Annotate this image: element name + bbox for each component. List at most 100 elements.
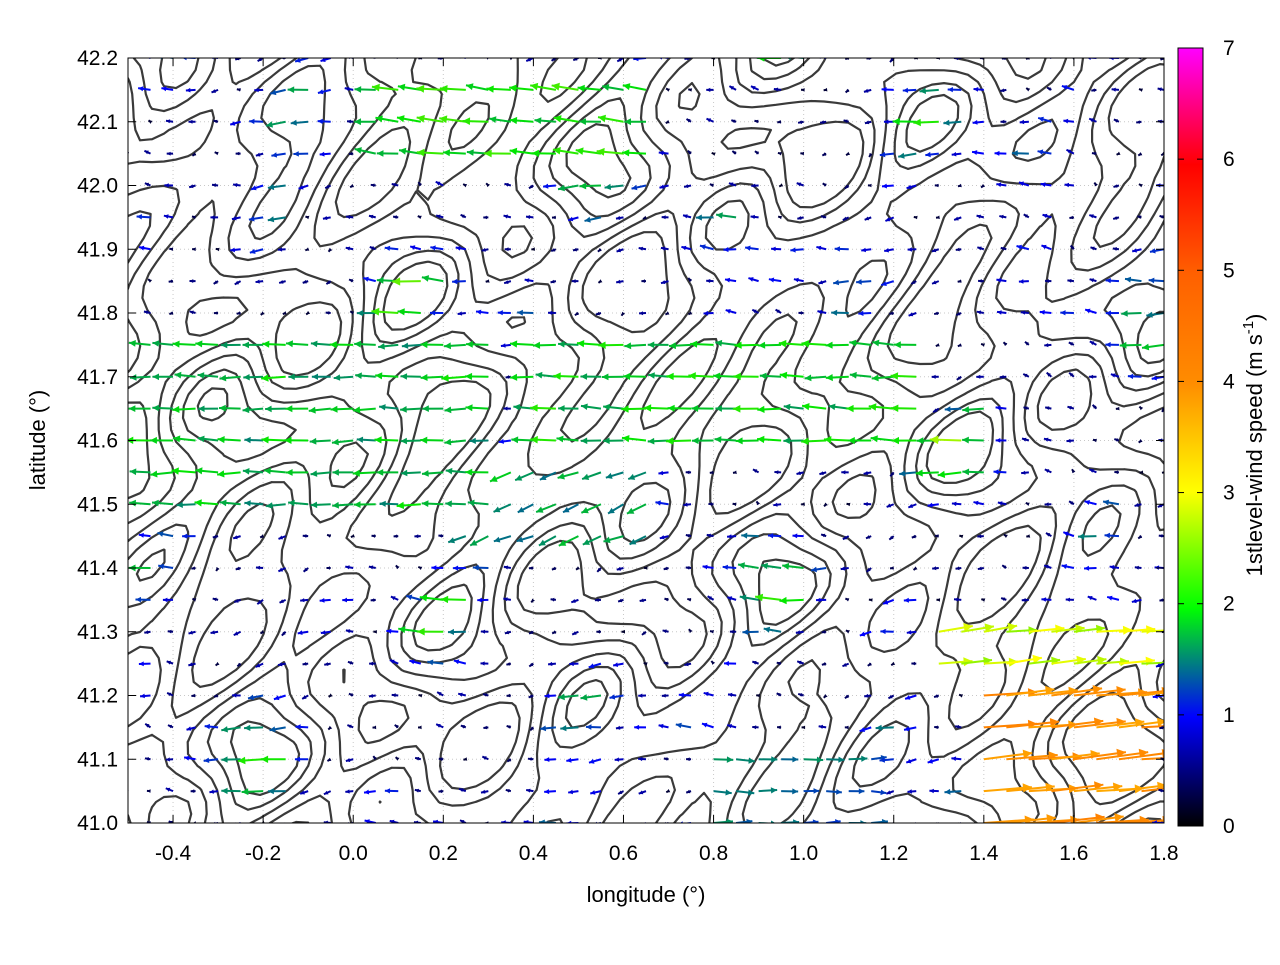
wind-vector-head [238, 757, 246, 765]
wind-vector-head [212, 822, 216, 826]
wind-vector-head [507, 694, 511, 698]
wind-vector-head [552, 216, 556, 220]
wind-vector-head [265, 406, 272, 413]
wind-vector-head [954, 598, 958, 602]
wind-vector-head [332, 469, 339, 476]
wind-vector-head [136, 597, 142, 603]
wind-vector-head [846, 152, 850, 155]
colorbar-tick-label: 5 [1223, 259, 1235, 282]
wind-vector-head [859, 788, 865, 794]
wind-vector-head [120, 661, 124, 665]
y-tick-label: 42.0 [77, 175, 118, 198]
wind-vector-head [465, 469, 472, 476]
wind-vector-head [696, 215, 702, 221]
wind-vector-head [443, 149, 450, 156]
wind-vector-head [331, 406, 338, 413]
wind-vector-head [414, 534, 418, 538]
colorbar-tick-label: 6 [1223, 148, 1235, 171]
wind-vector-head [510, 374, 517, 381]
wind-vector-shaft [118, 279, 128, 281]
wind-vector-head [244, 500, 250, 506]
wind-vector-head [219, 405, 226, 412]
wind-vector-head [577, 340, 584, 347]
wind-vector-shaft [124, 757, 128, 760]
wind-vector-head [801, 502, 805, 506]
wind-vector-head [560, 725, 566, 731]
wind-vector-head [771, 787, 777, 793]
wind-vector-head [1105, 533, 1111, 539]
wind-vector-head [994, 469, 999, 474]
wind-vector-head [545, 757, 550, 762]
wind-vector-shaft [108, 345, 128, 347]
x-tick-label: 0.4 [519, 842, 549, 865]
colorbar-gradient [1178, 48, 1203, 826]
wind-vector-head [945, 789, 951, 795]
wind-vector-head [163, 598, 168, 603]
wind-vector-head [421, 374, 428, 381]
wind-vector-head [657, 55, 662, 60]
wind-vector-head [210, 215, 214, 219]
wind-vector-head [780, 372, 788, 379]
y-tick-label: 41.8 [77, 302, 118, 325]
wind-vector-head [813, 819, 819, 825]
wind-vector-head [666, 120, 670, 123]
wind-vector-head [477, 598, 482, 603]
colorbar-tick-label: 1 [1223, 704, 1235, 727]
wind-vector-head [266, 502, 273, 508]
wind-vector-head [394, 534, 398, 538]
wind-vector-shaft [124, 787, 128, 791]
wind-vector-head [300, 598, 304, 602]
wind-vector-head [288, 500, 295, 507]
wind-vector-head [129, 405, 136, 412]
wind-vector-head [891, 372, 899, 380]
wind-vector-head [397, 502, 405, 509]
wind-vector-head [1072, 469, 1075, 473]
wind-vector-head [286, 405, 293, 412]
wind-vector-head [882, 819, 888, 825]
wind-vector-head [582, 474, 589, 480]
wind-vector-head [581, 373, 588, 380]
wind-vector-head [816, 598, 821, 603]
wind-vector-head [846, 630, 850, 633]
wind-vector-head [112, 597, 118, 603]
wind-vector-head [119, 310, 124, 315]
wind-vector-head [306, 311, 310, 315]
wind-vector-head [510, 340, 517, 347]
wind-vector-head [342, 598, 347, 603]
wind-vector-head [836, 789, 842, 795]
wind-vector-head [779, 183, 783, 186]
wind-vector-head [932, 375, 936, 379]
wind-vector-shaft [124, 533, 128, 536]
wind-vector-head [771, 247, 776, 252]
x-tick-label: 0.8 [699, 842, 728, 865]
colorbar-label: 1stlevel-wind speed (m s-1) [1240, 314, 1267, 577]
y-tick-label: 41.5 [77, 493, 118, 516]
wind-vector-head [558, 341, 565, 348]
y-tick-label: 41.4 [77, 557, 118, 580]
wind-vector-head [377, 150, 384, 157]
x-tick-label: 1.8 [1149, 842, 1178, 865]
wind-vector-head [152, 405, 159, 412]
wind-vector-head [662, 694, 666, 698]
wind-vector-head [326, 311, 330, 315]
colorbar-tick-label: 2 [1223, 593, 1235, 616]
y-tick-label: 41.7 [77, 366, 118, 389]
wind-vector-head [261, 756, 268, 763]
wind-vector-head [380, 501, 386, 507]
wind-vector-head [466, 83, 474, 90]
wind-vector-head [108, 343, 115, 350]
wind-vector-head [124, 821, 128, 825]
wind-vector-head [328, 726, 332, 730]
wind-vector-head [157, 54, 163, 60]
wind-vector-head [692, 437, 699, 444]
wind-vector-head [880, 629, 885, 634]
y-tick-label: 41.6 [77, 430, 118, 453]
wind-vector-head [1019, 279, 1024, 284]
x-tick-label: 0.0 [339, 842, 368, 865]
wind-vector-head [793, 533, 798, 538]
wind-vector-head [598, 279, 602, 283]
wind-vector-head [757, 436, 764, 443]
wind-vector-head [130, 374, 137, 381]
